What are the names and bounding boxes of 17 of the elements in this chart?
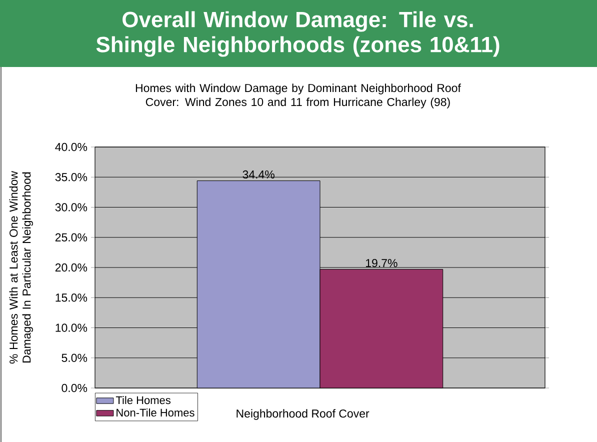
y-tick-label: 35.0% (55, 173, 88, 182)
legend-label: Tile Homes (116, 396, 171, 404)
y-tick-label: 20.0% (55, 263, 88, 272)
legend-label: Non-Tile Homes (116, 408, 194, 417)
x-axis-title: Neighborhood Roof Cover (236, 409, 370, 420)
data-label: 34.4% (242, 170, 274, 179)
y-tick-label: 5.0% (62, 354, 88, 362)
data-label: 19.7% (366, 258, 398, 268)
chart-title: Overall Window Damage: Tile vs. Shingle Neighborhoods (zones 10&11) (96, 11, 500, 57)
y-tick-label: 0.0% (62, 384, 88, 392)
y-tick-label: 30.0% (55, 203, 88, 212)
y-axis-title: % Homes With at Least One Window Damaged In Particular Neighborhood (9, 171, 33, 364)
y-tick-label: 25.0% (55, 233, 88, 242)
y-tick-label: 40.0% (55, 142, 88, 152)
chart-subtitle: Homes with Window Damage by Dominant Neighborhood Roof Cover: Wind Zones 10 and 11 from Hurricane Charley (98) (136, 84, 461, 108)
y-tick-label: 10.0% (56, 324, 88, 332)
y-tick-label: 15.0% (56, 294, 88, 302)
